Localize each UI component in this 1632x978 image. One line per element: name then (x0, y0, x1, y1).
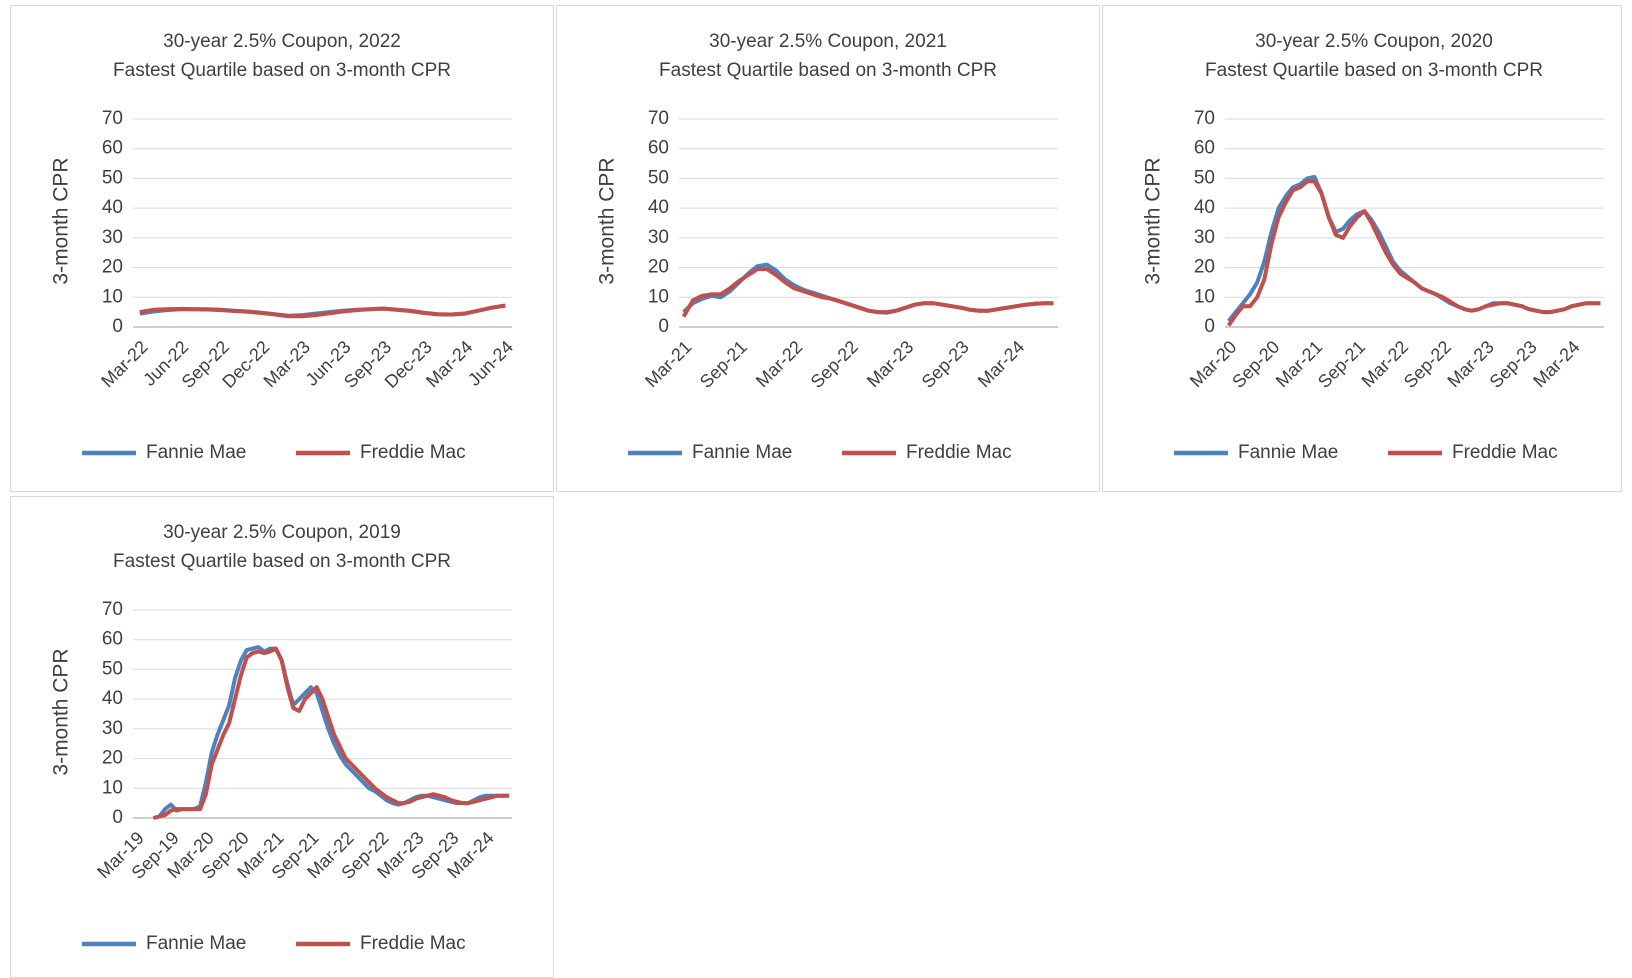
y-tick-label: 0 (112, 316, 123, 337)
y-tick-label: 0 (112, 807, 123, 828)
y-tick-label: 50 (102, 167, 123, 188)
chart-subtitle: Fastest Quartile based on 3-month CPR (659, 60, 997, 81)
y-tick-label: 20 (648, 257, 669, 278)
panel-border (1102, 5, 1622, 492)
y-tick-label: 30 (648, 227, 669, 248)
y-tick-label: 10 (1194, 286, 1215, 307)
y-axis-title: 3-month CPR (50, 157, 73, 284)
legend-label: Freddie Mac (906, 442, 1012, 463)
y-axis-title: 3-month CPR (50, 648, 73, 775)
y-tick-label: 70 (648, 108, 669, 129)
y-tick-label: 30 (102, 718, 123, 739)
panel-border (10, 5, 554, 492)
panel-border (556, 5, 1100, 492)
y-tick-label: 0 (1204, 316, 1215, 337)
legend-label: Freddie Mac (1452, 442, 1558, 463)
legend-label: Fannie Mae (146, 442, 246, 463)
y-tick-label: 70 (102, 108, 123, 129)
y-tick-label: 40 (648, 197, 669, 218)
y-tick-label: 40 (102, 688, 123, 709)
y-tick-label: 30 (1194, 227, 1215, 248)
series-line (681, 267, 1054, 318)
y-tick-label: 70 (102, 599, 123, 620)
y-tick-label: 0 (658, 316, 669, 337)
legend-label: Freddie Mac (360, 442, 466, 463)
y-tick-label: 60 (648, 138, 669, 159)
legend-label: Freddie Mac (360, 933, 466, 954)
chart-subtitle: Fastest Quartile based on 3-month CPR (113, 551, 451, 572)
y-tick-label: 70 (1194, 108, 1215, 129)
y-tick-label: 30 (102, 227, 123, 248)
series-line (152, 646, 510, 820)
panel-border (10, 496, 554, 978)
legend-label: Fannie Mae (1238, 442, 1338, 463)
y-axis-title: 3-month CPR (1142, 157, 1165, 284)
chart-subtitle: Fastest Quartile based on 3-month CPR (1205, 60, 1543, 81)
chart-title: 30-year 2.5% Coupon, 2019 (163, 522, 401, 543)
chart-subtitle: Fastest Quartile based on 3-month CPR (113, 60, 451, 81)
y-tick-label: 60 (102, 138, 123, 159)
y-tick-label: 50 (102, 658, 123, 679)
y-tick-label: 50 (648, 167, 669, 188)
legend-label: Fannie Mae (146, 933, 246, 954)
y-tick-label: 40 (102, 197, 123, 218)
y-tick-label: 10 (648, 286, 669, 307)
series-line (1226, 179, 1601, 327)
y-tick-label: 20 (102, 257, 123, 278)
chart-title: 30-year 2.5% Coupon, 2022 (163, 31, 401, 52)
series-line (139, 303, 506, 319)
legend-label: Fannie Mae (692, 442, 792, 463)
y-tick-label: 50 (1194, 167, 1215, 188)
y-tick-label: 60 (1194, 138, 1215, 159)
chart-panel: 30-year 2.5% Coupon, 2019 Fastest Quartil… (10, 496, 554, 978)
y-tick-label: 40 (1194, 197, 1215, 218)
chart-title: 30-year 2.5% Coupon, 2021 (709, 31, 947, 52)
y-tick-label: 60 (102, 629, 123, 650)
chart-panel: 30-year 2.5% Coupon, 2021 Fastest Quartil… (556, 5, 1100, 492)
chart-title: 30-year 2.5% Coupon, 2020 (1255, 31, 1493, 52)
y-tick-label: 10 (102, 777, 123, 798)
chart-panel: 30-year 2.5% Coupon, 2020 Fastest Quartil… (1102, 5, 1622, 492)
chart-panel: 30-year 2.5% Coupon, 2022 Fastest Quartil… (10, 5, 554, 492)
y-axis-title: 3-month CPR (596, 157, 619, 284)
y-tick-label: 10 (102, 286, 123, 307)
y-tick-label: 20 (1194, 257, 1215, 278)
y-tick-label: 20 (102, 748, 123, 769)
